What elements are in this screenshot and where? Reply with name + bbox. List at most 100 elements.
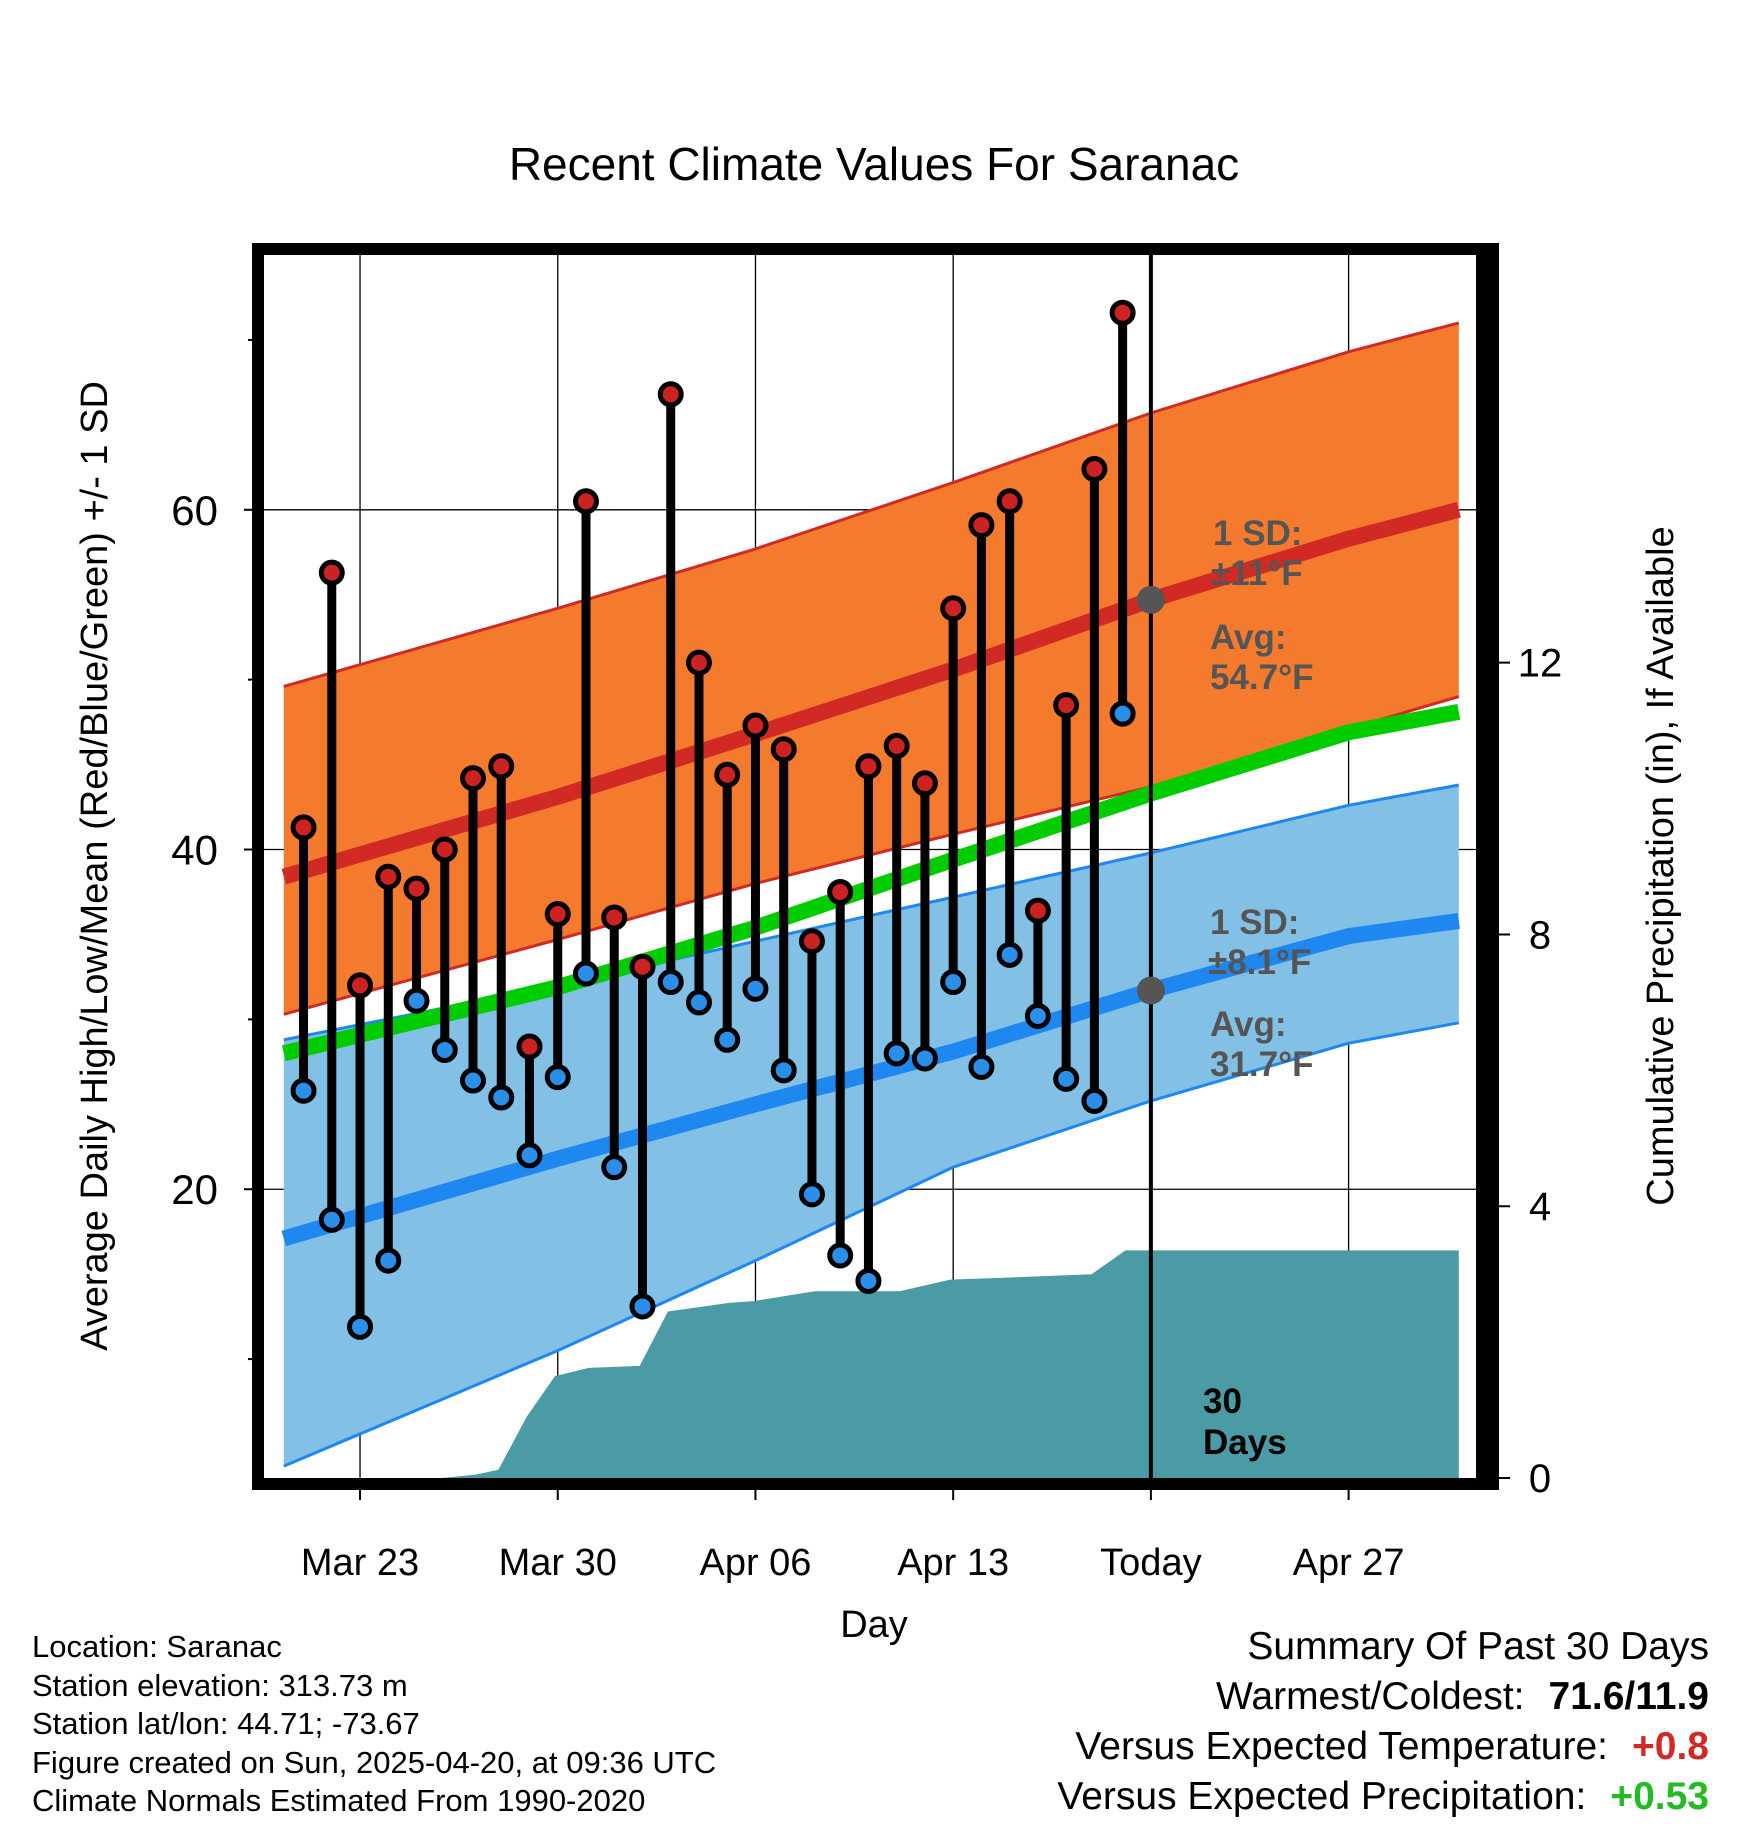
precip-label: Versus Expected Precipitation:	[1057, 1775, 1587, 1818]
high-point	[290, 814, 317, 841]
precip-row: Versus Expected Precipitation: +0.53	[1057, 1772, 1709, 1822]
high-sd-upper-line	[283, 321, 1460, 688]
high-point	[827, 878, 854, 905]
y-tick-label: 20	[171, 1166, 218, 1213]
low-point	[657, 969, 684, 996]
low-point	[714, 1026, 741, 1053]
high-point	[714, 761, 741, 788]
low-point	[629, 1293, 656, 1320]
high-point	[431, 836, 458, 863]
precip-area	[283, 1250, 1459, 1478]
x-tick-label: Apr 06	[699, 1542, 811, 1584]
low-point	[544, 1064, 571, 1091]
high-point	[798, 928, 825, 955]
low-point	[431, 1036, 458, 1063]
temp-row: Versus Expected Temperature: +0.8	[1057, 1722, 1709, 1772]
high-avg-value: 54.7°F	[1210, 658, 1314, 697]
y2-axis-label: Cumulative Precipitation (in), If Availa…	[1640, 526, 1682, 1205]
window-days-number: 30	[1203, 1382, 1242, 1421]
normals-text: Climate Normals Estimated From 1990-2020	[32, 1783, 646, 1818]
low-point	[1024, 1002, 1051, 1029]
low-point	[488, 1084, 515, 1111]
low-point	[883, 1040, 910, 1067]
low-point	[601, 1154, 628, 1181]
low-point	[1053, 1065, 1080, 1092]
low-point	[1109, 700, 1136, 727]
x-axis-label: Day	[840, 1604, 908, 1646]
low-point	[290, 1077, 317, 1104]
high-point	[911, 770, 938, 797]
temp-label: Versus Expected Temperature:	[1075, 1725, 1608, 1768]
high-point	[996, 488, 1023, 515]
high-point	[685, 649, 712, 676]
high-point	[742, 712, 769, 739]
low-point	[460, 1067, 487, 1094]
low-point	[940, 969, 967, 996]
y-axis-label: Average Daily High/Low/Mean (Red/Blue/Gr…	[74, 381, 116, 1351]
high-point	[460, 765, 487, 792]
high-point	[1024, 897, 1051, 924]
elevation-text: Station elevation: 313.73 m	[32, 1667, 408, 1703]
low-point	[572, 960, 599, 987]
x-tick-label: Mar 23	[301, 1542, 419, 1584]
high-point	[347, 972, 374, 999]
precip-value: +0.53	[1610, 1775, 1709, 1818]
high-point	[1053, 692, 1080, 719]
x-tick-label: Mar 30	[499, 1542, 617, 1584]
x-tick-label: Today	[1100, 1542, 1201, 1584]
low-point	[347, 1313, 374, 1340]
low-point	[770, 1057, 797, 1084]
low-point	[827, 1242, 854, 1269]
location-text: Location: Saranac	[32, 1629, 282, 1664]
high-point	[601, 904, 628, 931]
x-tick-label: Apr 27	[1293, 1542, 1405, 1584]
low-point	[911, 1045, 938, 1072]
chart-title: Recent Climate Values For Saranac	[509, 138, 1239, 190]
low-point	[742, 975, 769, 1002]
low-point	[403, 987, 430, 1014]
high-avg-marker	[1136, 585, 1165, 614]
high-sd-band	[283, 322, 1459, 1015]
low-point	[1081, 1087, 1108, 1114]
high-point	[770, 736, 797, 763]
high-point	[488, 753, 515, 780]
high-point	[629, 953, 656, 980]
y-tick-label: 60	[171, 487, 218, 534]
low-point	[516, 1142, 543, 1169]
temp-value: +0.8	[1632, 1725, 1709, 1768]
low-avg-marker	[1136, 976, 1165, 1005]
y2-tick-label: 12	[1518, 642, 1563, 686]
high-sd-value: ±11°F	[1211, 554, 1303, 593]
low-point	[996, 941, 1023, 968]
warm-cold-value: 71.6/11.9	[1548, 1675, 1710, 1718]
low-point	[968, 1053, 995, 1080]
created-text: Figure created on Sun, 2025-04-20, at 09…	[32, 1744, 717, 1780]
high-point	[318, 559, 345, 586]
high-point	[1081, 456, 1108, 483]
high-point	[940, 595, 967, 622]
high-point	[968, 512, 995, 539]
low-avg-label: Avg:	[1210, 1005, 1286, 1044]
x-tick-label: Apr 13	[897, 1542, 1009, 1584]
high-point	[855, 753, 882, 780]
low-avg-value: 31.7°F	[1210, 1045, 1314, 1084]
warm-cold-label: Warmest/Coldest:	[1216, 1675, 1525, 1718]
low-sd-label: 1 SD:	[1210, 903, 1299, 942]
y2-tick-label: 8	[1529, 913, 1551, 957]
summary-panel: Summary Of Past 30 Days Warmest/Coldest:…	[1057, 1622, 1709, 1822]
low-sd-value: ±8.1°F	[1208, 943, 1311, 982]
latlon-text: Station lat/lon: 44.71; -73.67	[32, 1706, 420, 1741]
y2-tick-label: 4	[1529, 1185, 1551, 1229]
low-point	[375, 1247, 402, 1274]
station-info: Location: Saranac Station elevation: 313…	[32, 1628, 716, 1821]
low-normal-line	[281, 912, 1460, 1247]
warm-cold-row: Warmest/Coldest: 71.6/11.9	[1057, 1672, 1709, 1722]
y2-tick-label: 0	[1529, 1457, 1551, 1501]
y-tick-label: 40	[171, 827, 218, 874]
low-point	[685, 989, 712, 1016]
high-point	[883, 732, 910, 759]
low-point	[318, 1206, 345, 1233]
high-avg-label: Avg:	[1210, 618, 1286, 657]
high-point	[572, 488, 599, 515]
